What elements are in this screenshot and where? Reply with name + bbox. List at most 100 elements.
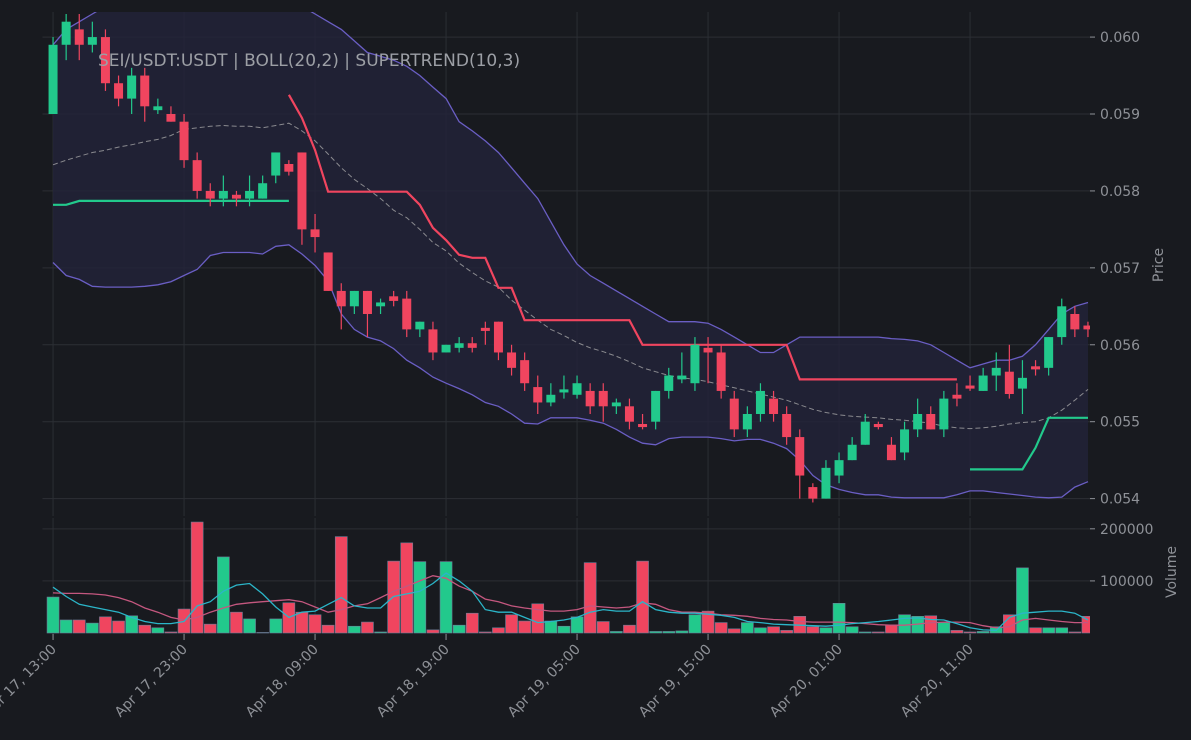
volume-bar (1068, 631, 1082, 634)
candle-body (978, 375, 988, 391)
volume-bar (937, 622, 951, 634)
y-tick-label: 100000 (1100, 574, 1153, 590)
volume-bar (203, 623, 217, 634)
volume-bar (819, 627, 833, 634)
candle-body (1083, 325, 1090, 330)
candle-body (336, 290, 346, 307)
volume-bar (531, 603, 545, 634)
candle-body (205, 190, 215, 199)
candle-body (428, 329, 438, 353)
candle-body (533, 387, 543, 403)
candle-body (624, 406, 634, 422)
volume-bar (623, 624, 636, 634)
candle-body (1004, 371, 1014, 394)
candle-body (611, 402, 621, 407)
chart-title: SEI/USDT:USDT | BOLL(20,2) | SUPERTREND(… (98, 51, 520, 71)
candle-body (952, 394, 962, 399)
volume-ma-line (52, 572, 1089, 632)
candle-body (821, 467, 831, 499)
volume-bar (832, 603, 846, 634)
volume-bar (845, 626, 859, 634)
candle-body (297, 152, 307, 230)
volume-bar (256, 632, 269, 634)
volume-bar (976, 631, 990, 634)
candle-body (900, 429, 910, 453)
volume-bar (1042, 627, 1055, 634)
volume-bar (505, 614, 518, 634)
volume-bar (727, 628, 741, 634)
candle-body (939, 398, 949, 430)
candle-body (703, 347, 713, 353)
volume-bar (465, 612, 479, 634)
volume-bar (269, 618, 283, 634)
candle-body (114, 83, 124, 99)
candle-body (349, 290, 359, 307)
candle-body (166, 114, 176, 122)
volume-bar (754, 627, 767, 634)
y-tick-label: 0.060 (1100, 30, 1140, 46)
candle-body (100, 37, 110, 84)
volume-bar (243, 618, 256, 634)
volume-bar (112, 620, 125, 634)
y-tick-label: 0.056 (1100, 338, 1140, 354)
y-tick-label: 0.054 (1100, 492, 1140, 508)
candle-body (808, 487, 818, 499)
candle-body (454, 343, 464, 348)
y-axis-label: Volume (1164, 546, 1180, 598)
volume-bar (872, 631, 885, 634)
candle-body (218, 190, 228, 199)
candle-body (677, 375, 687, 380)
volume-bar (348, 625, 361, 634)
candle-body (742, 414, 752, 430)
volume-bar (688, 614, 702, 634)
y-tick-label: 200000 (1100, 522, 1153, 538)
volume-bar (479, 631, 492, 634)
candle-body (873, 424, 883, 428)
volume-bar (675, 630, 689, 634)
volume-bar (701, 610, 715, 634)
candle-body (585, 390, 595, 407)
candle-body (153, 106, 163, 111)
volume-bar (1081, 616, 1090, 634)
candle-body (140, 75, 150, 107)
volume-bar (570, 616, 584, 634)
volume-plot (46, 521, 1090, 634)
volume-ma-line (52, 575, 1088, 629)
volume-bar (334, 536, 348, 634)
candle-body (546, 394, 556, 403)
y-tick-label: 0.058 (1100, 184, 1140, 200)
candle-body (415, 321, 425, 330)
candle-body (362, 290, 372, 314)
candle-body (284, 164, 294, 172)
volume-bar (780, 630, 793, 634)
boll-line (52, 244, 1089, 499)
volume-bar (151, 627, 165, 634)
candle-body (179, 121, 189, 161)
volume-bar (138, 624, 152, 634)
candle-body (1070, 314, 1080, 330)
volume-bar (217, 556, 230, 634)
volume-bar (885, 624, 898, 634)
candle-body (48, 44, 58, 115)
candle-body (1044, 337, 1054, 368)
volume-bar (649, 631, 662, 634)
candle-body (926, 414, 936, 430)
candle-body (965, 385, 975, 389)
candle-body (913, 414, 923, 430)
volume-bar (1016, 567, 1029, 634)
volume-bar (636, 560, 649, 634)
volume-bar (610, 631, 623, 634)
candle-body (493, 321, 503, 353)
volume-bar (806, 626, 820, 634)
candle-body (729, 398, 739, 430)
volume-bar (361, 621, 374, 634)
candle-body (441, 344, 451, 353)
candle-body (795, 437, 805, 476)
candle-body (127, 75, 137, 99)
candle-body (467, 343, 477, 348)
candle-body (87, 37, 97, 45)
volume-bar (858, 631, 872, 634)
volume-bar (963, 631, 977, 634)
candle-body (376, 302, 386, 307)
candle-body (389, 296, 399, 301)
